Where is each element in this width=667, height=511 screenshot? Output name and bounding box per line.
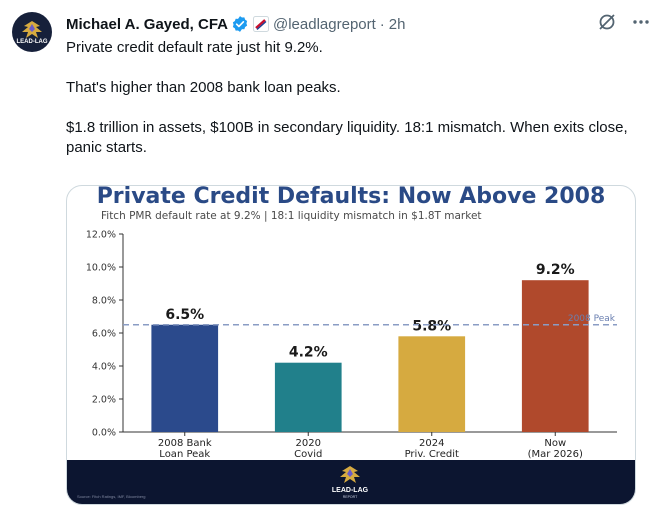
bar-value-label: 4.2% — [289, 345, 328, 361]
bar — [521, 280, 589, 432]
footer-brand-sub: REPORT — [343, 495, 358, 499]
bar-value-label: 5.8% — [412, 318, 451, 334]
tweet-header: Michael A. Gayed, CFA @leadlagreport · 2… — [66, 13, 405, 35]
y-tick-label: 4.0% — [92, 362, 116, 373]
bar — [398, 336, 466, 432]
y-tick-label: 8.0% — [92, 296, 116, 307]
tweet-paragraph: That's higher than 2008 bank loan peaks. — [66, 79, 341, 96]
bar — [151, 324, 219, 432]
x-tick-label: Now — [544, 438, 566, 449]
x-tick-label: Loan Peak — [159, 449, 210, 460]
post-time[interactable]: 2h — [388, 15, 406, 33]
footer-source: Source: Fitch Ratings, IMF, Bloomberg — [77, 494, 146, 499]
chart-title: Private Credit Defaults: Now Above 2008 — [96, 185, 606, 209]
author-name[interactable]: Michael A. Gayed, CFA — [66, 15, 228, 33]
separator-dot: · — [379, 15, 385, 33]
y-tick-label: 12.0% — [86, 230, 116, 241]
footer-brand: LEAD-LAG — [332, 487, 369, 494]
y-tick-label: 10.0% — [86, 263, 116, 274]
author-handle[interactable]: @leadlagreport — [273, 15, 376, 33]
bar-chart: 0.0% 2.0% 4.0% 6.0% 8.0% 10.0% 12.0% 6.5% 2008 B… — [86, 230, 617, 460]
reference-line-label: 2008 Peak — [568, 314, 616, 324]
chart-subtitle: Fitch PMR default rate at 9.2% | 18:1 li… — [101, 210, 482, 222]
lead-lag-logo: LEAD-LAG REPORT — [332, 466, 369, 499]
bar — [274, 362, 342, 432]
x-tick-label: 2020 — [296, 438, 321, 449]
tweet-media-image[interactable]: Private Credit Defaults: Now Above 2008 … — [66, 185, 636, 505]
y-tick-label: 6.0% — [92, 329, 116, 340]
x-tick-label: (Mar 2026) — [528, 449, 583, 460]
tweet-actions-top — [597, 12, 651, 32]
chart-footer: Source: Fitch Ratings, IMF, Bloomberg LE… — [67, 460, 635, 504]
y-tick-label: 0.0% — [92, 428, 116, 439]
more-icon[interactable] — [631, 12, 651, 32]
x-tick-label: Priv. Credit — [405, 449, 459, 460]
tweet-paragraph: Private credit default rate just hit 9.2… — [66, 39, 323, 56]
y-tick-label: 2.0% — [92, 395, 116, 406]
x-tick-label: 2008 Bank — [158, 438, 212, 449]
lead-lag-logo: LEAD-LAG — [17, 21, 48, 45]
author-avatar[interactable]: LEAD-LAG — [12, 12, 52, 52]
affiliate-flag-icon[interactable] — [253, 16, 269, 32]
x-tick-label: 2024 — [419, 438, 444, 449]
bar-value-label: 9.2% — [536, 262, 575, 278]
grok-icon[interactable] — [597, 12, 617, 32]
avatar-brand-text: LEAD-LAG — [17, 39, 48, 45]
tweet-paragraph: $1.8 trillion in assets, $100B in second… — [66, 119, 628, 156]
bar-value-label: 6.5% — [165, 307, 204, 323]
verified-badge-icon[interactable] — [231, 15, 249, 33]
x-tick-label: Covid — [294, 449, 322, 460]
tweet-text: Private credit default rate just hit 9.2… — [66, 38, 646, 158]
